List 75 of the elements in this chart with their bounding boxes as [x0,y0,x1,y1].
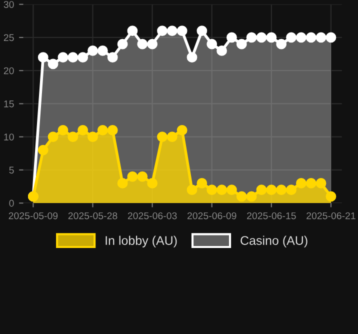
point [246,32,257,43]
point [236,38,247,50]
x-tick-label: 2025-06-09 [187,212,236,220]
x-tick-label: 2025-05-09 [8,212,58,220]
point [206,38,218,50]
point [176,124,188,136]
x-tick-label: 2025-06-15 [247,212,296,220]
point [196,26,208,36]
x-tick-label: 2025-05-28 [68,212,118,220]
point [117,178,128,188]
point [88,132,98,142]
point [276,184,287,196]
point [216,184,227,196]
point [256,32,267,43]
point [127,26,138,36]
point [147,178,158,188]
x-tick-label: 2025-06-21 [306,212,356,220]
y-tick-label: 25 [4,34,14,42]
y-tick-label: 10 [4,134,14,140]
point [97,46,108,56]
point [68,132,78,142]
point [38,52,48,63]
point [58,124,68,136]
point [48,58,58,70]
point [186,184,198,196]
point [78,52,88,63]
point [306,178,316,188]
point [127,171,138,182]
point [226,184,237,196]
point [226,32,237,43]
point [206,184,218,196]
point [137,38,148,50]
point [236,191,247,202]
point [276,38,287,50]
point [68,52,78,63]
point [326,191,336,202]
point [147,38,158,50]
point [176,26,188,36]
point [48,132,58,142]
point [326,32,336,43]
point [186,52,198,63]
legend-label: In lobby (AU) [106,236,177,248]
point [286,184,296,196]
point [88,46,98,56]
point [78,124,88,136]
point [216,46,227,56]
y-tick-label: 15 [4,100,14,108]
x-tick-label: 2025-06-03 [128,212,177,220]
y-tick-label: 0 [9,200,14,207]
point [296,32,306,43]
y-tick-label: 20 [4,67,14,74]
point [266,184,277,196]
point [246,191,257,202]
point [256,184,267,196]
point [316,32,326,43]
point [306,32,316,43]
point [196,178,208,188]
y-tick-label: 30 [4,1,14,8]
point [166,26,178,36]
point [286,32,296,43]
point [296,178,306,188]
point [97,124,108,136]
point [117,38,128,50]
point [38,144,48,156]
point [157,26,168,36]
legend-label: Casino (AU) [240,236,308,248]
point [137,171,148,182]
point [316,178,326,188]
point [58,52,68,63]
point [266,32,277,43]
point [107,124,118,136]
point [107,52,118,63]
point [157,132,168,142]
y-tick-label: 5 [9,166,14,174]
point [166,132,178,142]
